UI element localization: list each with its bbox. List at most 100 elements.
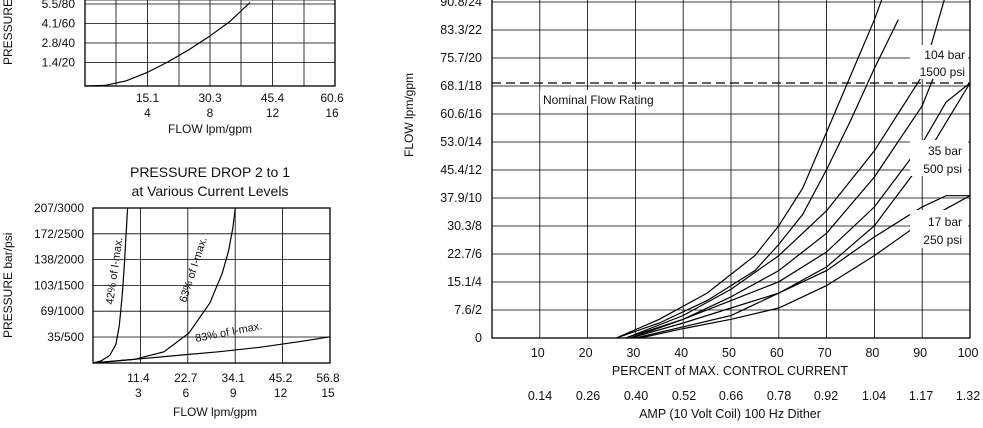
p1-x-tick-gpm: 12 [266,106,280,120]
p3-y-tick-label: 60.6/16 [440,107,482,121]
p2-curve-1 [92,207,129,364]
p3-curve-4 [625,45,947,339]
p2-x-tick-lpm: 56.8 [316,371,340,385]
p2-y-tick-label: 35/500 [47,330,84,344]
p2-label-83: 83% of I-max. [194,320,263,345]
p3-x2-tick-label: 1.04 [862,389,886,403]
p1-y-tick-label: 1.4/20 [42,56,76,70]
p3-plot-frame [491,0,971,339]
p1-y-tick-label: 4.1/60 [42,17,76,31]
annot-250-psi: 250 psi [923,233,962,247]
p1-x-axis-label: FLOW lpm/gpm [168,122,252,136]
p2-x-tick-lpm: 11.4 [127,371,150,385]
p2-label-63: 63% of I-max. [177,236,209,304]
annot-104-bar: 104 bar [924,48,965,62]
annot-35-bg [910,140,968,176]
p3-x-tick-label: 40 [674,346,688,360]
chart-pressure-top: PRESSURE 5.5/80 4.1/60 2.8/40 1.4/20 15.14 3… [1,0,344,136]
p2-x-tick-gpm: 3 [135,386,142,400]
p2-x-axis-label: FLOW lpm/gpm [173,405,257,419]
p3-y-tick-label: 83.3/22 [440,23,482,37]
p3-x-tick-label: 70 [818,346,832,360]
p3-x2-tick-label: 1.17 [909,389,933,403]
p1-pressure-curve [84,2,251,87]
p2-x-tick-lpm: 45.2 [269,371,293,385]
p1-x-tick-lpm: 15.1 [136,91,160,105]
p3-x-axis-label: PERCENT of MAX. CONTROL CURRENT [612,364,849,378]
p2-y-axis-label: PRESSURE bar/psi [1,233,15,338]
p3-curve-1 [616,0,883,339]
p3-x2-tick-label: 0.52 [672,389,696,403]
p3-x2-tick-label: 0.92 [814,389,838,403]
p2-y-tick-label: 172/2500 [34,227,84,241]
p3-x2-tick-label: 0.78 [767,389,791,403]
p3-y-tick-label: 37.9/10 [440,191,482,205]
p3-y-tick-label: 15.1/4 [447,275,482,289]
p3-y-tick-label: 22.7/6 [447,247,482,261]
p3-curve-7 [635,195,970,339]
annot-500-psi: 500 psi [923,162,962,176]
p3-y-tick-label: 7.6/2 [454,303,482,317]
p2-x-tick-gpm: 15 [321,386,335,400]
chart-flow-vs-current: FLOW lpm/gpm 90.8/24 83.3/22 75.7/20 68.1/1… [402,0,980,421]
p1-plot-frame [84,0,336,87]
annot-17-bg [910,210,968,248]
nominal-flow-rating-label: Nominal Flow Rating [543,93,654,107]
chart-pressure-drop: PRESSURE DROP 2 to 1 at Various Current … [1,164,340,419]
p1-x-tick-gpm: 4 [144,106,151,120]
p2-y-tick-label: 207/3000 [34,201,84,215]
p2-y-tick-label: 69/1000 [41,304,85,318]
p3-x-tick-label: 100 [958,346,979,360]
annot-104-bg [910,45,968,79]
p1-x-tick-gpm: 8 [207,106,214,120]
p3-x-tick-label: 50 [722,346,736,360]
p3-x2-tick-label: 0.14 [528,389,552,403]
p3-x2-tick-label: 1.32 [956,389,980,403]
p2-x-tick-gpm: 12 [274,386,288,400]
p3-x-tick-label: 80 [865,346,879,360]
p3-y-tick-label: 75.7/20 [440,51,482,65]
p3-x2-axis-label: AMP (10 Volt Coil) 100 Hz Dither [639,407,821,421]
p2-x-tick-lpm: 22.7 [174,371,198,385]
p1-y-tick-label: 5.5/80 [42,0,76,11]
p1-x-tick-lpm: 30.3 [198,91,222,105]
p3-y-tick-label: 0 [475,331,482,345]
p2-y-tick-label: 138/2000 [34,253,84,267]
nominal-label-bg [540,90,680,106]
p2-x-tick-lpm: 34.1 [222,371,246,385]
p2-plot-frame [92,207,331,364]
p1-x-tick-lpm: 60.6 [320,91,344,105]
p1-x-tick-gpm: 16 [325,106,339,120]
p2-curve-2 [92,207,236,364]
annot-1500-psi: 1500 psi [920,65,965,79]
p3-x2-tick-label: 0.40 [624,389,648,403]
p3-curve-2 [616,19,899,339]
p3-x-tick-label: 90 [913,346,927,360]
p2-curve-3 [92,336,331,364]
p3-curve-3 [625,0,945,339]
p3-x2-tick-label: 0.66 [719,389,743,403]
p2-x-tick-gpm: 6 [182,386,189,400]
p3-x2-tick-label: 0.26 [576,389,600,403]
p2-x-tick-gpm: 9 [230,386,237,400]
p1-y-tick-label: 2.8/40 [42,36,76,50]
p3-y-tick-label: 68.1/18 [440,79,482,93]
p3-y-tick-label: 53.0/14 [440,135,482,149]
p1-y-axis-label: PRESSURE [1,0,15,65]
p3-y-tick-label: 30.3/8 [447,219,482,233]
p3-y-tick-label: 45.4/12 [440,163,482,177]
p3-x-tick-label: 30 [626,346,640,360]
p3-x-tick-label: 60 [770,346,784,360]
p3-x-tick-label: 20 [579,346,593,360]
annot-35-bar: 35 bar [928,144,962,158]
p3-y-tick-label: 90.8/24 [440,0,482,9]
p2-subtitle: at Various Current Levels [132,183,289,199]
p3-curve-5 [630,82,971,339]
p2-y-tick-label: 103/1500 [34,278,84,292]
p2-title: PRESSURE DROP 2 to 1 [130,164,290,180]
annot-17-bar: 17 bar [928,215,962,229]
p3-x-tick-label: 10 [531,346,545,360]
p1-x-tick-lpm: 45.4 [261,91,285,105]
p3-y-axis-label: FLOW lpm/gpm [402,73,416,157]
